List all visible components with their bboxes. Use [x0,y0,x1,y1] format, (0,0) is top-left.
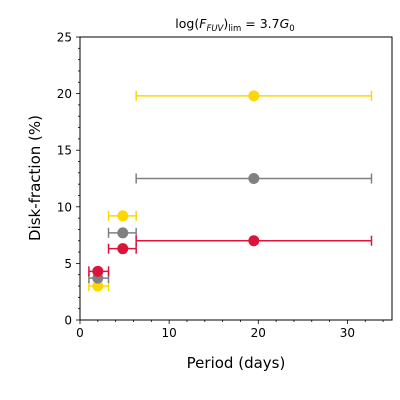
chart-title: log(FFUV)lim = 3.7G0 [175,16,294,34]
series-2 [88,235,373,277]
y-tick-label: 5 [64,257,72,271]
tick-labels: 0 10 20 30 0 5 10 15 20 25 [57,31,355,341]
data-point [92,280,104,292]
data-point [248,173,260,184]
plot-frame [79,36,393,321]
data-point [248,235,260,247]
y-tick-label: 10 [57,200,72,214]
y-tick-label: 15 [57,144,72,158]
y-tick-label: 20 [57,87,72,101]
minor-ticks [78,47,384,322]
data-point [92,265,104,277]
x-tick-label: 30 [340,326,355,340]
data-point [117,243,129,255]
series-layer [88,90,373,292]
major-ticks [76,36,348,324]
series-0 [88,90,373,292]
x-tick-label: 20 [251,326,266,340]
y-tick-label: 0 [64,314,72,328]
data-point [248,90,260,102]
data-point [117,227,129,239]
x-axis-label: Period (days) [187,354,286,372]
x-tick-label: 10 [162,326,177,340]
y-axis-label: Disk-fraction (%) [26,115,44,241]
y-tick-label: 25 [57,31,72,45]
x-tick-label: 0 [76,326,84,340]
series-1 [88,173,373,284]
data-point [117,210,129,222]
